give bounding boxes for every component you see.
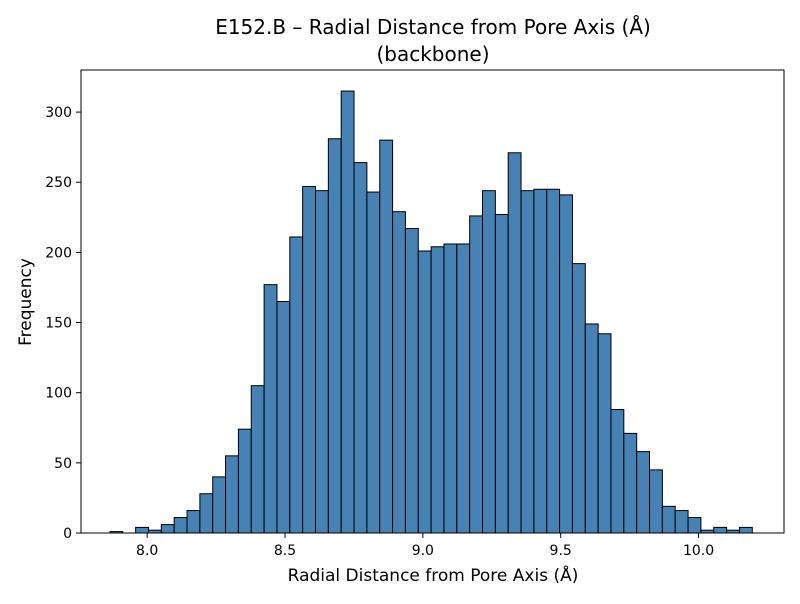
plot-frame: [80, 69, 785, 534]
histogram-bar: [276, 301, 291, 534]
histogram-bar: [713, 526, 728, 534]
histogram-bar: [160, 524, 175, 534]
y-tick-label: 200: [45, 245, 72, 261]
x-axis: 8.0 8.5 9.0 9.5 10.0: [136, 533, 714, 559]
histogram-bar: [533, 188, 548, 534]
histogram-bar: [392, 211, 406, 534]
histogram-bar: [404, 228, 419, 534]
histogram-bar: [649, 469, 663, 534]
histogram-bar: [186, 510, 201, 534]
bars-group: [109, 90, 753, 534]
histogram-bar: [379, 139, 394, 534]
x-tick-label: 10.0: [683, 543, 714, 559]
histogram-bar: [199, 493, 214, 534]
histogram-bar: [417, 250, 432, 534]
x-axis-label: Radial Distance from Pore Axis (Å): [288, 564, 579, 586]
histogram-bar: [597, 333, 612, 534]
y-tick-label: 300: [45, 105, 72, 121]
y-tick-label: 150: [45, 316, 72, 332]
histogram-bar: [263, 284, 278, 534]
histogram-bar: [559, 194, 573, 534]
histogram-bar: [225, 455, 239, 534]
x-tick-label: 9.5: [550, 543, 572, 559]
histogram-bar: [661, 505, 676, 534]
histogram-bar: [494, 214, 509, 534]
y-tick-label: 250: [45, 175, 72, 191]
histogram-bar: [212, 476, 227, 534]
x-tick-label: 8.5: [274, 543, 296, 559]
y-axis: 0 50 100 150 200 250 300: [45, 105, 81, 542]
y-tick-label: 0: [63, 526, 72, 542]
histogram-bar: [687, 517, 702, 534]
histogram-bar: [623, 432, 638, 534]
histogram-bar: [340, 90, 355, 534]
histogram-bar: [738, 526, 753, 534]
histogram-bar: [237, 428, 252, 534]
histogram-bar: [327, 138, 342, 534]
histogram-bar: [674, 510, 689, 534]
chart-title-line1: E152.B – Radial Distance from Pore Axis …: [215, 15, 651, 39]
histogram-bar: [520, 190, 535, 534]
histogram-bar: [584, 323, 599, 534]
histogram-bar: [430, 246, 445, 534]
histogram-bar: [366, 191, 381, 534]
histogram-bar: [289, 236, 304, 534]
histogram-bar: [250, 385, 265, 534]
histogram-bar: [482, 190, 496, 534]
histogram-bar: [315, 190, 329, 534]
histogram-bar: [610, 409, 625, 534]
histogram-bar: [469, 215, 484, 534]
y-tick-label: 100: [45, 386, 72, 402]
histogram-bar: [571, 263, 586, 534]
histogram-bar: [636, 451, 651, 534]
histogram-bar: [443, 243, 458, 534]
histogram-bar: [507, 152, 522, 534]
histogram-bar: [456, 243, 471, 534]
x-tick-label: 9.0: [412, 543, 434, 559]
histogram-bar: [353, 162, 368, 534]
y-tick-label: 50: [54, 456, 72, 472]
y-axis-label: Frequency: [16, 258, 36, 346]
chart-title-line2: (backbone): [376, 42, 489, 66]
histogram-bar: [135, 526, 149, 534]
histogram-bar: [173, 517, 188, 534]
histogram-bar: [546, 188, 561, 534]
x-tick-label: 8.0: [136, 543, 158, 559]
histogram-bar: [302, 185, 316, 534]
